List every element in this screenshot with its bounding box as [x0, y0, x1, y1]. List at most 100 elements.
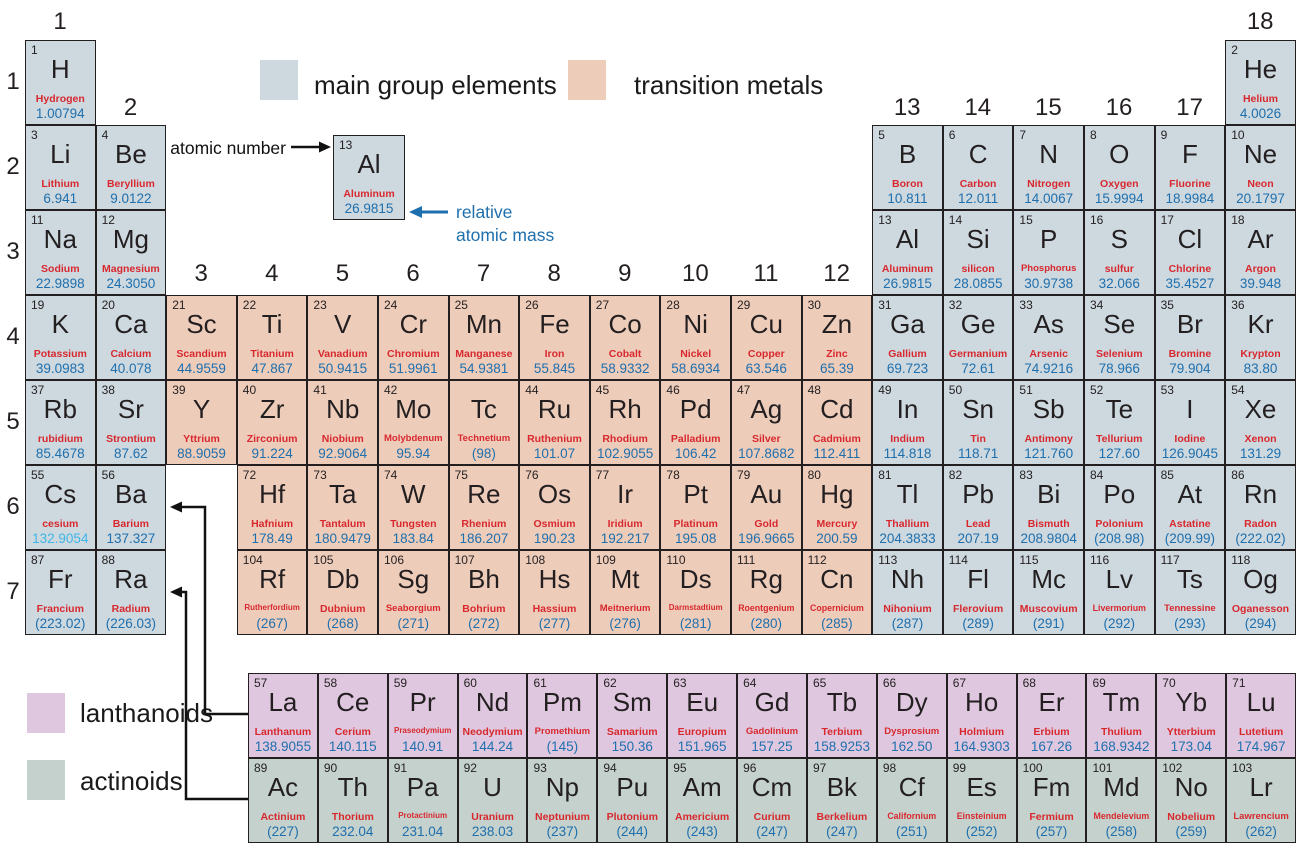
element-symbol: Ta — [328, 479, 357, 509]
element-name: Francium — [36, 603, 84, 615]
element-cell-ca: 20 Ca Calcium 40.078 — [95, 295, 167, 380]
atomic-mass: (267) — [256, 616, 288, 631]
element-symbol: La — [268, 687, 298, 717]
element-cell-in: 49 In Indium 114.818 — [872, 380, 943, 465]
atomic-mass: 78.966 — [1098, 361, 1140, 376]
element-cell-ru: 44 Ru Ruthenium 101.07 — [519, 380, 590, 465]
element-cell-ag: 47 Ag Silver 107.8682 — [731, 380, 802, 465]
atomic-number: 93 — [533, 761, 547, 775]
element-cell-es: 99 Es Einsteinium (252) — [946, 758, 1017, 843]
element-cell-zn: 30 Zn Zinc 65.39 — [801, 295, 873, 380]
group-label-6: 6 — [406, 260, 420, 287]
element-symbol: Db — [326, 564, 360, 594]
atomic-mass: 132.9054 — [32, 531, 89, 546]
element-cell-po: 84 Po Polonium (208.98) — [1084, 465, 1155, 550]
atomic-mass: 32.066 — [1098, 276, 1140, 291]
element-cell-cn: 112 Cn Copernicium (285) — [801, 550, 873, 635]
atomic-number: 90 — [323, 761, 338, 775]
element-symbol: V — [334, 309, 352, 339]
element-cell-mo: 42 Mo Molybdenum 95.94 — [378, 380, 449, 465]
element-symbol: Og — [1243, 564, 1278, 594]
atomic-mass: (145) — [546, 739, 579, 754]
atomic-number: 59 — [393, 676, 408, 690]
element-cell-gd: 64 Gd Gadolinium 157.25 — [737, 673, 807, 758]
atomic-mass: 40.078 — [110, 361, 152, 376]
atomic-mass: 69.723 — [886, 361, 929, 376]
element-cell-cl: 17 Cl Chlorine 35.4527 — [1154, 210, 1226, 295]
element-cell-cm: 96 Cm Curium (247) — [737, 758, 807, 843]
atomic-number: 11 — [31, 213, 44, 227]
atomic-number: 44 — [525, 383, 539, 397]
group-label-12: 12 — [823, 260, 850, 287]
element-name: Erbium — [1033, 726, 1070, 738]
atomic-number: 79 — [737, 468, 751, 482]
atomic-mass: (209.99) — [1164, 531, 1216, 546]
element-cell-xe: 54 Xe Xenon 131.29 — [1225, 380, 1296, 465]
element-symbol: Pd — [679, 394, 712, 424]
element-name: Platinum — [673, 518, 718, 530]
atomic-mass: (277) — [538, 616, 571, 631]
atomic-number: 61 — [533, 676, 547, 690]
atomic-number: 33 — [1019, 298, 1033, 312]
atomic-mass: (208.98) — [1094, 531, 1145, 546]
element-symbol: Rg — [749, 564, 783, 594]
element-symbol: Re — [467, 479, 501, 509]
element-name: Seaborgium — [385, 603, 441, 614]
atomic-number: 6 — [948, 128, 956, 142]
atomic-number: 116 — [1090, 553, 1110, 567]
element-cell-cs: 55 Cs cesium 132.9054 — [25, 465, 96, 550]
element-cell-o: 8 O Oxygen 15.9994 — [1084, 125, 1155, 210]
group-label-11: 11 — [753, 260, 779, 287]
atomic-mass: 238.03 — [471, 824, 514, 839]
element-symbol: In — [896, 394, 919, 424]
atomic-number: 63 — [673, 676, 687, 690]
transition-metals-legend-label: transition metals — [634, 70, 824, 100]
element-name: Zirconium — [246, 433, 298, 445]
element-cell-n: 7 N Nitrogen 14.0067 — [1013, 125, 1084, 210]
element-name: Mercury — [816, 518, 858, 530]
atomic-number: 115 — [1019, 553, 1039, 567]
element-cell-tl: 81 Tl Thallium 204.3833 — [872, 465, 943, 550]
period-label-4: 4 — [6, 323, 20, 350]
atomic-mass: (259) — [1175, 824, 1207, 839]
element-name: Germanium — [948, 348, 1008, 360]
period-label-3: 3 — [6, 238, 20, 265]
atomic-mass: 157.25 — [751, 739, 793, 754]
element-name: Lanthanum — [254, 726, 312, 738]
element-name: Cobalt — [608, 348, 642, 360]
transition-metals-swatch — [568, 60, 606, 100]
atomic-number: 20 — [101, 298, 115, 312]
element-symbol: Cr — [399, 309, 428, 339]
atomic-number: 83 — [1019, 468, 1033, 482]
atomic-number: 31 — [878, 298, 892, 312]
element-cell-bk: 97 Bk Berkelium (247) — [806, 758, 877, 843]
element-symbol: Ho — [964, 687, 999, 717]
period-label-7: 7 — [6, 578, 20, 605]
element-name: Plutonium — [606, 811, 658, 823]
element-symbol: Hs — [538, 564, 571, 594]
atomic-mass: 24.3050 — [106, 276, 156, 291]
atomic-mass: 126.9045 — [1161, 446, 1219, 461]
atomic-number: 15 — [1019, 213, 1033, 227]
element-symbol: Ne — [1243, 139, 1278, 169]
element-cell-ac: 89 Ac Actinium (227) — [248, 758, 318, 843]
atomic-number: 38 — [101, 383, 115, 397]
element-symbol: Lr — [1249, 772, 1273, 802]
element-name: Holmium — [959, 726, 1005, 738]
atomic-number: 92 — [463, 761, 477, 775]
atomic-mass: (291) — [1032, 616, 1065, 631]
group-label-15: 15 — [1035, 94, 1062, 121]
atomic-number: 10 — [1231, 128, 1245, 142]
element-symbol: At — [1177, 479, 1203, 509]
element-cell-rn: 86 Rn Radon (222.02) — [1225, 465, 1296, 550]
element-symbol: P — [1040, 224, 1058, 254]
element-name: Aluminum — [881, 263, 934, 275]
element-name: Muscovium — [1019, 603, 1078, 615]
lanthanoids-legend-label: lanthanoids — [80, 698, 213, 728]
atomic-number: 108 — [525, 553, 546, 567]
element-cell-pd: 46 Pd Palladium 106.42 — [660, 380, 731, 465]
element-name: silicon — [961, 263, 995, 275]
atomic-number: 111 — [737, 553, 756, 567]
element-symbol: Cu — [749, 309, 783, 339]
element-name: Gold — [754, 518, 779, 530]
